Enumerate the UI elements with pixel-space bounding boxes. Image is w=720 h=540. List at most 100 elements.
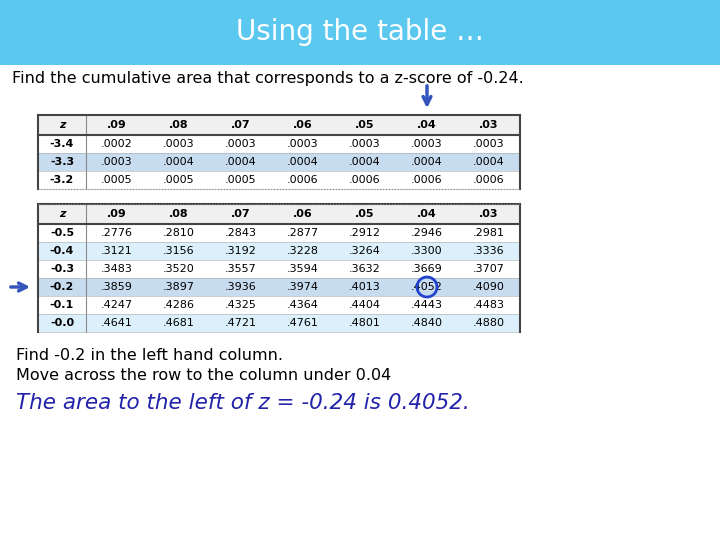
Text: .4364: .4364 — [287, 300, 319, 310]
Text: .4801: .4801 — [349, 318, 381, 328]
Text: .0004: .0004 — [225, 157, 257, 167]
Text: Move across the row to the column under 0.04: Move across the row to the column under … — [16, 368, 391, 383]
Text: .3336: .3336 — [473, 246, 505, 256]
Bar — [38, 224, 520, 242]
Bar — [0, 0, 720, 65]
Text: .2776: .2776 — [101, 228, 133, 238]
Text: .0004: .0004 — [349, 157, 381, 167]
Text: .03: .03 — [480, 209, 499, 219]
Text: .09: .09 — [107, 120, 127, 130]
Text: -0.4: -0.4 — [50, 246, 74, 256]
Text: -0.1: -0.1 — [50, 300, 74, 310]
Text: z: z — [59, 209, 66, 219]
Text: .3594: .3594 — [287, 264, 319, 274]
Text: .2912: .2912 — [349, 228, 381, 238]
Text: .09: .09 — [107, 209, 127, 219]
Text: -0.3: -0.3 — [50, 264, 74, 274]
Text: .3300: .3300 — [411, 246, 443, 256]
Text: .2981: .2981 — [473, 228, 505, 238]
Text: .0004: .0004 — [473, 157, 505, 167]
Text: .07: .07 — [231, 209, 251, 219]
Text: .3483: .3483 — [101, 264, 133, 274]
Text: .08: .08 — [169, 209, 189, 219]
Bar — [38, 296, 520, 314]
Text: .0006: .0006 — [349, 175, 381, 185]
Text: .0005: .0005 — [163, 175, 195, 185]
Text: .3557: .3557 — [225, 264, 257, 274]
Text: .0003: .0003 — [225, 139, 257, 149]
Text: .03: .03 — [480, 120, 499, 130]
Bar — [38, 171, 520, 189]
Bar — [38, 135, 520, 153]
Text: .4013: .4013 — [349, 282, 381, 292]
Text: .3520: .3520 — [163, 264, 195, 274]
Text: .4880: .4880 — [473, 318, 505, 328]
Text: .2877: .2877 — [287, 228, 319, 238]
Text: .4090: .4090 — [473, 282, 505, 292]
Text: Using the table …: Using the table … — [236, 18, 484, 46]
Text: .4483: .4483 — [473, 300, 505, 310]
Text: -3.2: -3.2 — [50, 175, 74, 185]
Text: .3632: .3632 — [349, 264, 381, 274]
Text: .4641: .4641 — [101, 318, 133, 328]
Text: .05: .05 — [355, 209, 374, 219]
Text: -3.4: -3.4 — [50, 139, 74, 149]
Text: Find -0.2 in the left hand column.: Find -0.2 in the left hand column. — [16, 348, 283, 363]
Text: .3707: .3707 — [473, 264, 505, 274]
Text: .08: .08 — [169, 120, 189, 130]
Bar — [38, 153, 520, 171]
Text: .0004: .0004 — [163, 157, 195, 167]
Text: .4443: .4443 — [411, 300, 443, 310]
Text: -0.5: -0.5 — [50, 228, 74, 238]
Bar — [38, 204, 520, 224]
Text: .0003: .0003 — [102, 157, 132, 167]
Text: .4681: .4681 — [163, 318, 195, 328]
Text: .0005: .0005 — [225, 175, 257, 185]
Text: .0006: .0006 — [287, 175, 319, 185]
Text: .4286: .4286 — [163, 300, 195, 310]
Text: z: z — [59, 120, 66, 130]
Bar — [38, 115, 520, 135]
Text: .0003: .0003 — [473, 139, 505, 149]
Text: -0.2: -0.2 — [50, 282, 74, 292]
Text: .0005: .0005 — [102, 175, 132, 185]
Text: .3121: .3121 — [101, 246, 133, 256]
Text: .0006: .0006 — [473, 175, 505, 185]
Text: .3264: .3264 — [349, 246, 381, 256]
Text: .3192: .3192 — [225, 246, 257, 256]
Text: .3669: .3669 — [411, 264, 443, 274]
Bar — [38, 260, 520, 278]
Text: .2946: .2946 — [411, 228, 443, 238]
Text: .07: .07 — [231, 120, 251, 130]
Text: .0006: .0006 — [411, 175, 443, 185]
Text: -0.0: -0.0 — [50, 318, 74, 328]
Text: The area to the left of z = -0.24 is 0.4052.: The area to the left of z = -0.24 is 0.4… — [16, 393, 469, 413]
Text: .3974: .3974 — [287, 282, 319, 292]
Text: .06: .06 — [293, 120, 313, 130]
Text: .3859: .3859 — [101, 282, 133, 292]
Text: .4325: .4325 — [225, 300, 257, 310]
Text: .06: .06 — [293, 209, 313, 219]
Text: .0003: .0003 — [287, 139, 319, 149]
Bar — [38, 278, 520, 296]
Text: .04: .04 — [417, 120, 437, 130]
Text: .3228: .3228 — [287, 246, 319, 256]
Text: .0003: .0003 — [411, 139, 443, 149]
Text: .0004: .0004 — [411, 157, 443, 167]
Text: .3936: .3936 — [225, 282, 257, 292]
Text: .4761: .4761 — [287, 318, 319, 328]
Text: .0003: .0003 — [163, 139, 195, 149]
Text: .4247: .4247 — [101, 300, 133, 310]
Bar — [38, 314, 520, 332]
Text: .2810: .2810 — [163, 228, 195, 238]
Text: .2843: .2843 — [225, 228, 257, 238]
Text: .3897: .3897 — [163, 282, 195, 292]
Bar — [38, 242, 520, 260]
Text: .0002: .0002 — [101, 139, 133, 149]
Text: .0003: .0003 — [349, 139, 381, 149]
Text: .4052: .4052 — [411, 282, 443, 292]
Text: .3156: .3156 — [163, 246, 195, 256]
Text: .4840: .4840 — [411, 318, 443, 328]
Text: .4721: .4721 — [225, 318, 257, 328]
Text: .4404: .4404 — [349, 300, 381, 310]
